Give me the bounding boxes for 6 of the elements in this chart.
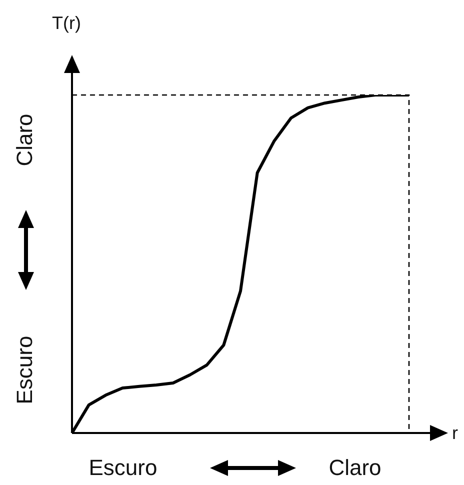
text: Claro [328, 455, 382, 480]
text: Escuro [12, 336, 37, 404]
x-axis-title: r [452, 423, 458, 443]
text: Escuro [88, 455, 158, 480]
y-axis-title: T(r) [52, 13, 81, 33]
text: Claro [12, 114, 37, 166]
